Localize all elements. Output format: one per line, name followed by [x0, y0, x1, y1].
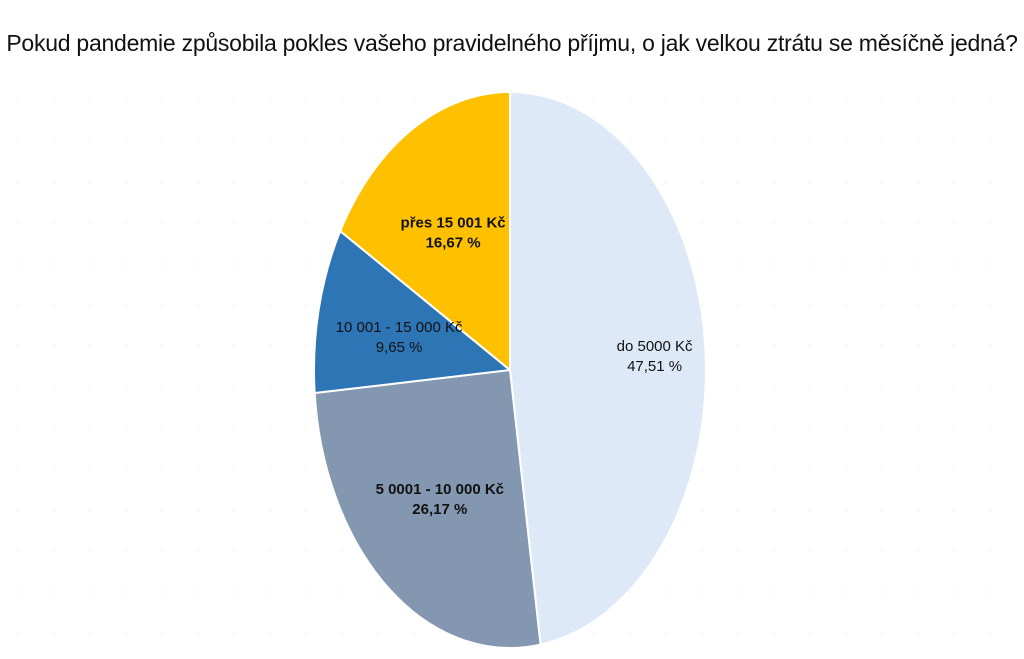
pie-slice-3 [313, 230, 511, 395]
slice-category-label: do 5000 Kč [617, 338, 693, 355]
slice-category-label: přes 15 001 Kč [401, 214, 506, 231]
slice-category-label: 10 001 - 15 000 Kč [336, 319, 463, 336]
slice-percent-label: 47,51 % [627, 358, 682, 375]
slice-percent-label: 9,65 % [376, 339, 423, 356]
data-label-1: do 5000 Kč 47,51 % [617, 338, 693, 375]
pie-slice-4 [339, 91, 511, 371]
slice-category-label: 5 0001 - 10 000 Kč [376, 481, 504, 498]
pie-slice-2 [313, 369, 542, 649]
data-label-2: 5 0001 - 10 000 Kč 26,17 % [376, 481, 504, 518]
slice-percent-label: 16,67 % [426, 234, 481, 251]
data-label-3: 10 001 - 15 000 Kč 9,65 % [336, 319, 463, 356]
slice-percent-label: 26,17 % [412, 501, 467, 518]
chart-title: Pokud pandemie způsobila pokles vašeho p… [6, 30, 1018, 56]
pie-slice-1 [509, 91, 707, 646]
data-label-4: přes 15 001 Kč 16,67 % [401, 214, 506, 251]
